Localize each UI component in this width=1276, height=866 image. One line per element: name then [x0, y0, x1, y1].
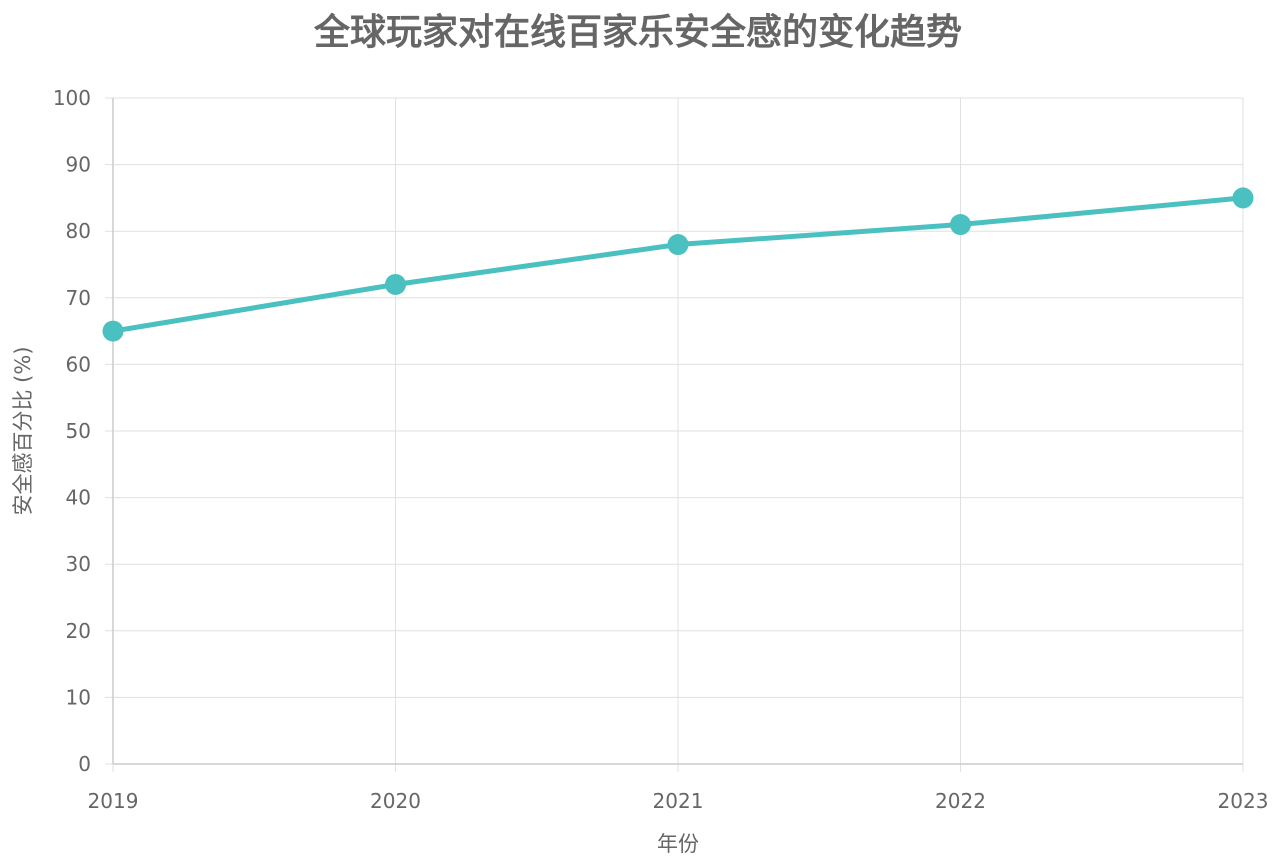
x-tick-label: 2019	[88, 789, 139, 813]
data-point	[950, 214, 971, 236]
data-point	[1232, 187, 1254, 209]
y-tick-label: 30	[66, 552, 91, 576]
x-tick-label: 2021	[653, 789, 704, 813]
y-tick-label: 90	[66, 153, 91, 177]
y-axis-title: 安全感百分比 (%)	[11, 346, 35, 515]
y-tick-label: 50	[66, 419, 91, 443]
y-tick-label: 100	[53, 86, 91, 110]
y-tick-label: 60	[66, 352, 91, 376]
y-tick-label: 20	[66, 619, 91, 643]
data-point	[385, 273, 406, 295]
grid-lines	[105, 97, 1244, 772]
chart-title: 全球玩家对在线百家乐安全感的变化趋势	[313, 12, 962, 53]
x-axis-title: 年份	[657, 832, 699, 856]
data-point	[102, 320, 124, 342]
data-point	[667, 234, 689, 256]
y-tick-label: 80	[66, 219, 91, 243]
y-tick-label: 70	[66, 286, 91, 310]
x-tick-label: 2022	[935, 789, 986, 813]
y-tick-label: 0	[78, 752, 91, 776]
y-tick-label: 40	[66, 486, 91, 510]
x-tick-label: 2023	[1218, 789, 1269, 813]
y-tick-label: 10	[66, 685, 91, 709]
x-tick-label: 2020	[370, 789, 421, 813]
